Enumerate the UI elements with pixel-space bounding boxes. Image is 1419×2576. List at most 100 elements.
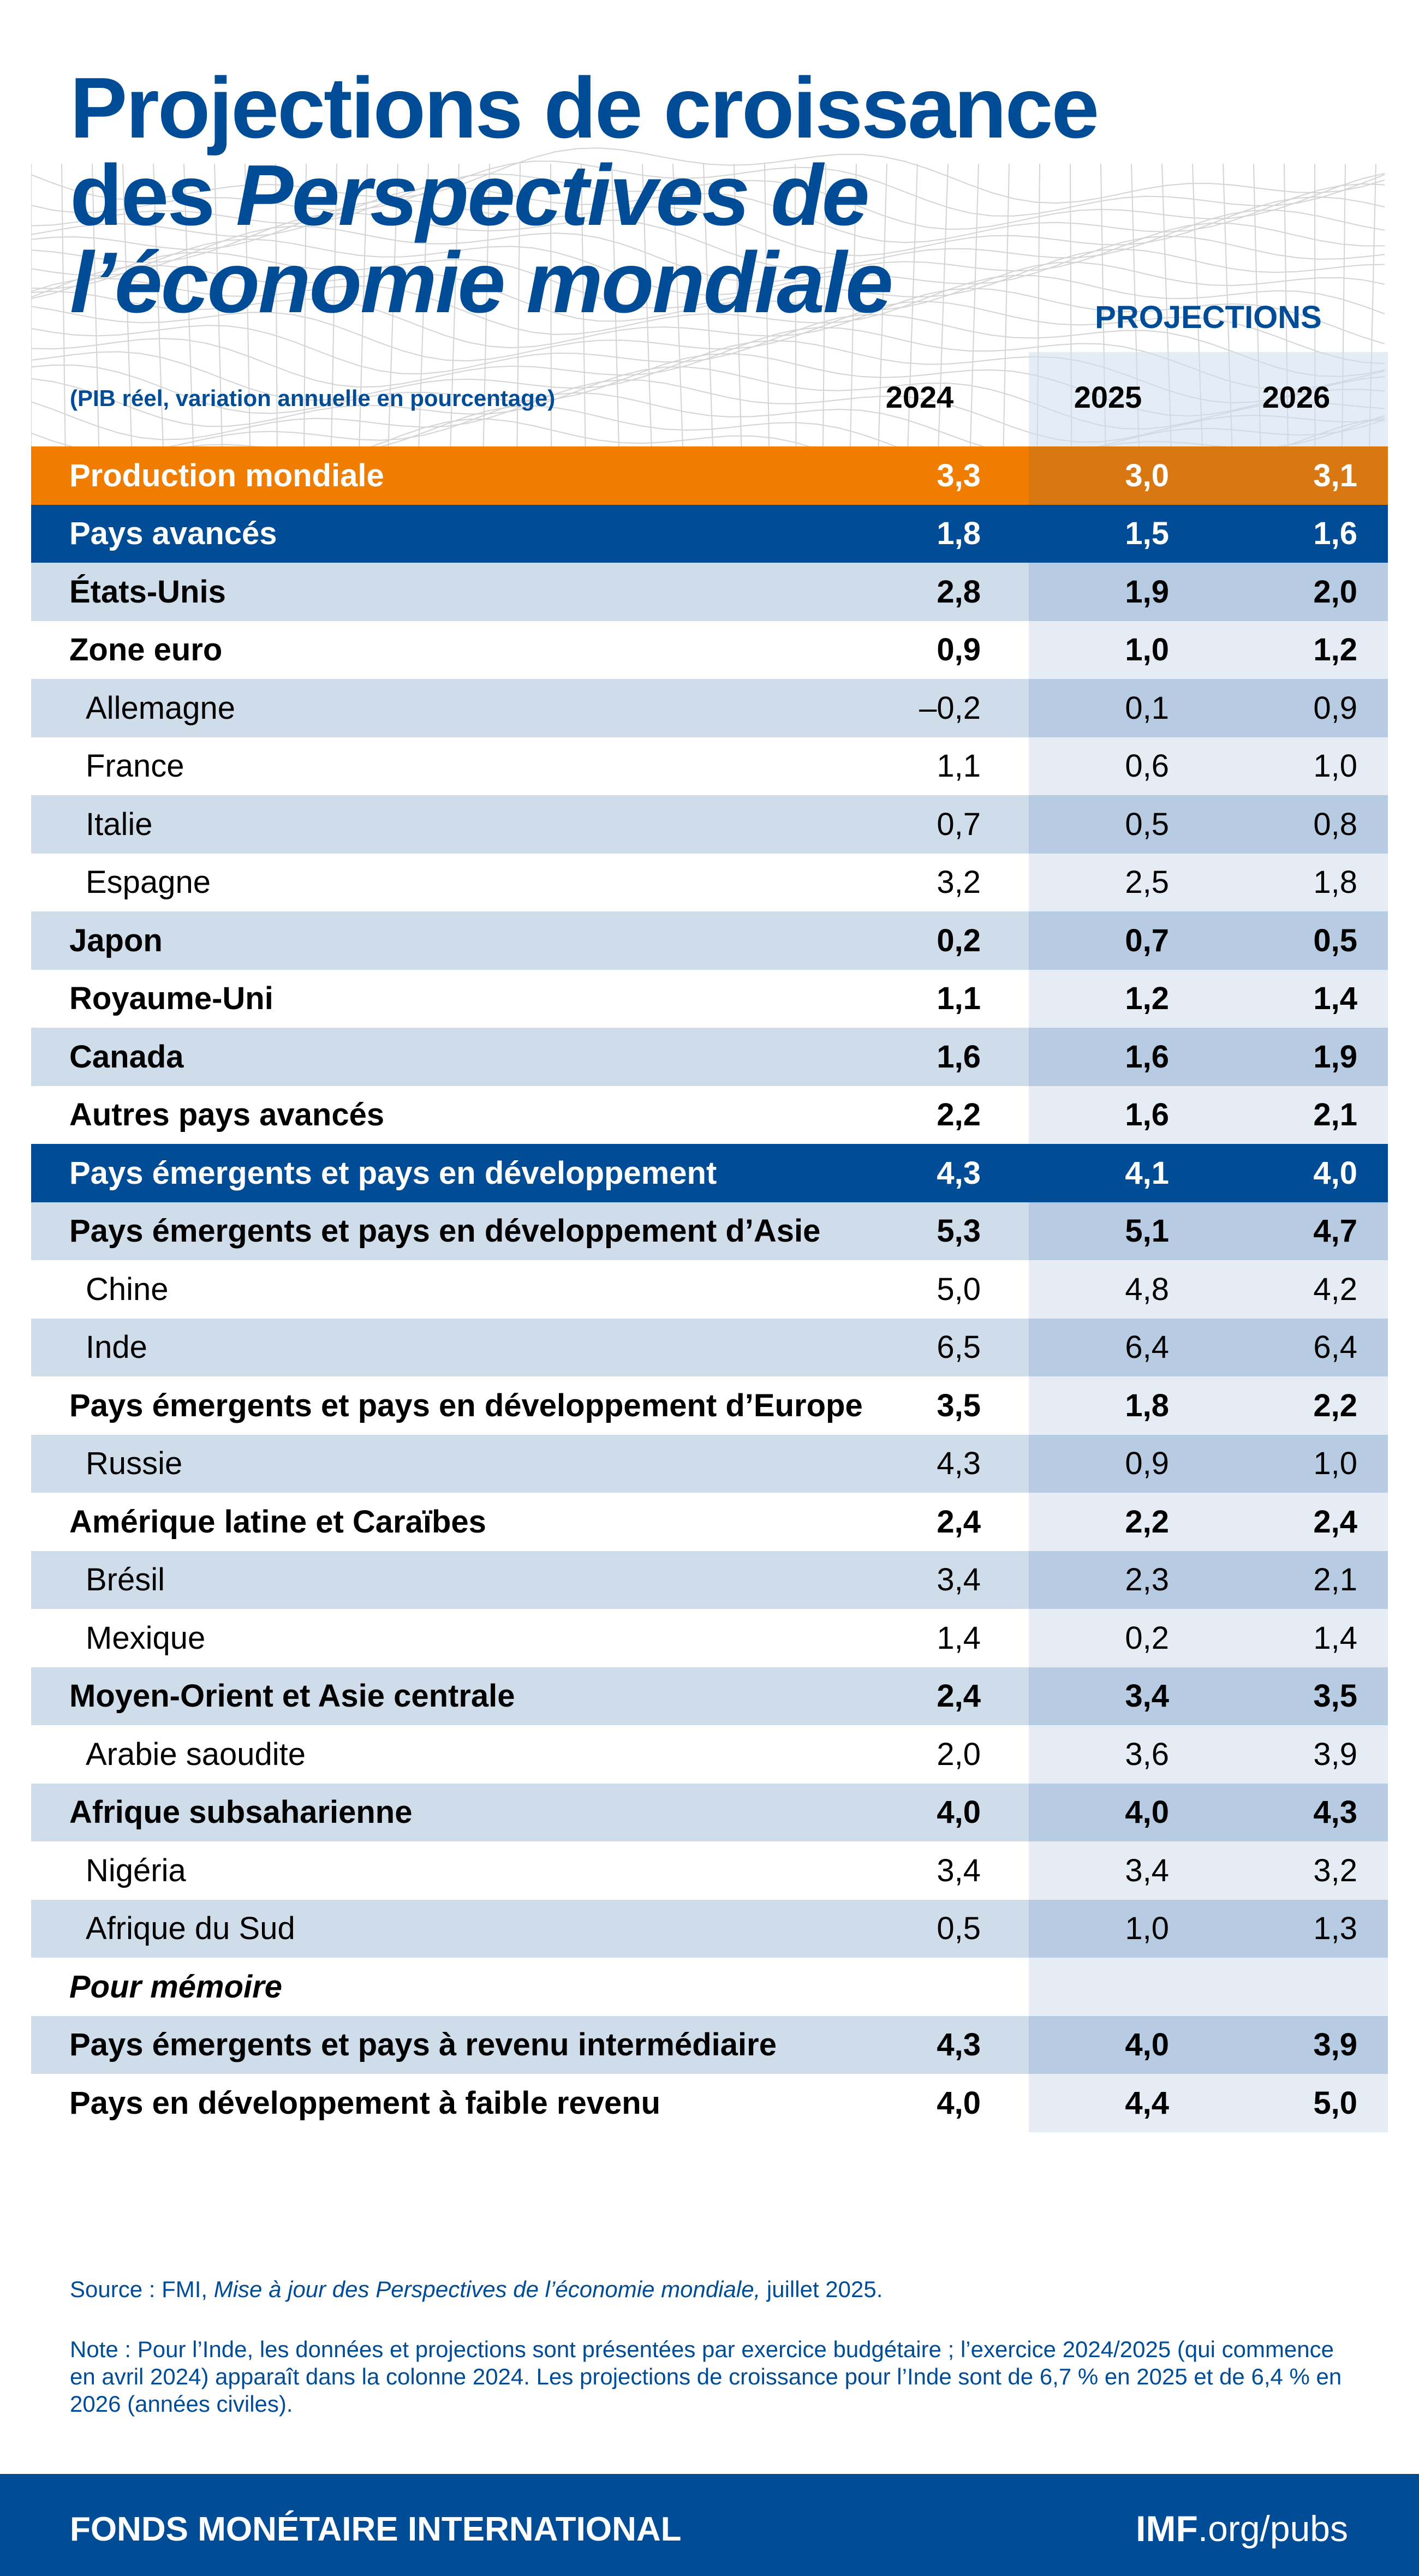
value-2026: 3,5 [1313, 1678, 1357, 1714]
row-label: Pays avancés [69, 516, 277, 552]
mesh-line [92, 163, 100, 448]
row-label: Afrique du Sud [86, 1911, 295, 1947]
value-2024: 2,4 [937, 1678, 981, 1714]
row-label: États-Unis [69, 574, 226, 610]
value-2026: 1,0 [1313, 748, 1357, 784]
source-title: Mise à jour des Perspectives de l’économ… [213, 2276, 761, 2302]
value-2024: 6,5 [937, 1329, 981, 1365]
value-2026: 4,3 [1313, 1794, 1357, 1830]
table-row: Pays émergents et pays en développement … [31, 1376, 1388, 1435]
table-row: France 1,1 0,6 1,0 [31, 737, 1388, 795]
projection-cell-bg [1029, 2016, 1388, 2074]
row-label: Pays émergents et pays à revenu interméd… [69, 2027, 777, 2063]
footer-url-link[interactable]: IMF.org/pubs [1136, 2508, 1348, 2549]
value-2024: 0,5 [937, 1911, 981, 1947]
value-2026: 3,9 [1313, 1736, 1357, 1772]
value-2025: 2,3 [1125, 1562, 1169, 1598]
row-label: Allemagne [86, 690, 236, 726]
value-2025: 0,7 [1125, 922, 1169, 958]
value-2026: 1,4 [1313, 1620, 1357, 1656]
mesh-line [31, 160, 1385, 217]
table-row: Pays avancés 1,8 1,5 1,6 [31, 504, 1388, 563]
mesh-line [969, 163, 979, 448]
mesh-line [482, 163, 490, 448]
value-2026: 2,1 [1313, 1097, 1357, 1133]
projection-cell-bg [1029, 1028, 1388, 1086]
row-label: Pays émergents et pays en développement … [69, 1387, 863, 1423]
projection-cell-bg [1029, 563, 1388, 621]
row-label: Espagne [86, 864, 211, 901]
value-2026: 5,0 [1313, 2085, 1357, 2121]
value-2026: 1,9 [1313, 1039, 1357, 1075]
row-label: Brésil [86, 1562, 165, 1598]
projection-cell-bg [1029, 1783, 1388, 1841]
mesh-line [31, 301, 1385, 364]
value-2024: 1,4 [937, 1620, 981, 1656]
mesh-line [31, 222, 1385, 283]
projection-cell-bg [1029, 1958, 1388, 2016]
row-label: Italie [86, 806, 153, 842]
table-row: Royaume-Uni 1,1 1,2 1,4 [31, 969, 1388, 1028]
projection-cell-bg [1029, 446, 1388, 505]
value-2025: 4,0 [1125, 1794, 1169, 1830]
mesh-line [214, 163, 223, 448]
value-2025: 3,6 [1125, 1736, 1169, 1772]
mesh-line [642, 163, 652, 448]
value-2024: 2,0 [937, 1736, 981, 1772]
column-header-2025: 2025 [1074, 380, 1142, 414]
projection-cell-bg [1029, 504, 1388, 563]
value-2026: 2,1 [1313, 1562, 1357, 1598]
value-2026: 1,3 [1313, 1911, 1357, 1947]
value-2024: 3,3 [937, 457, 981, 493]
table-row: Amérique latine et Caraïbes 2,4 2,2 2,4 [31, 1493, 1388, 1551]
value-2024: 5,0 [937, 1271, 981, 1307]
row-label: Arabie saoudite [86, 1736, 306, 1772]
table-row: Arabie saoudite 2,0 3,6 3,9 [31, 1725, 1388, 1784]
mesh-line [850, 163, 857, 448]
mesh-line [31, 288, 1385, 349]
value-2025: 0,1 [1125, 690, 1169, 726]
projection-column-header-bg [1029, 352, 1388, 446]
table-row: Autres pays avancés 2,2 1,6 2,1 [31, 1086, 1388, 1144]
projection-cell-bg [1029, 1841, 1388, 1900]
table-row: Pays en développement à faible revenu 4,0… [31, 2074, 1388, 2132]
value-2025: 1,5 [1125, 516, 1169, 552]
mesh-line [31, 314, 1385, 377]
value-2025: 5,1 [1125, 1213, 1169, 1249]
row-label: Pays émergents et pays en développement … [69, 1213, 821, 1249]
table-row: Nigéria 3,4 3,4 3,2 [31, 1841, 1388, 1900]
value-2025: 0,5 [1125, 806, 1169, 842]
row-label: Mexique [86, 1620, 206, 1656]
mesh-line [450, 163, 460, 448]
row-label: Russie [86, 1446, 183, 1482]
value-2024: 4,3 [937, 1155, 981, 1191]
table-row: Allemagne –0,2 0,1 0,9 [31, 679, 1388, 737]
value-2026: 1,4 [1313, 981, 1357, 1017]
value-2025: 0,9 [1125, 1446, 1169, 1482]
projection-cell-bg [1029, 1551, 1388, 1609]
value-2026: 4,7 [1313, 1213, 1357, 1249]
table-row: Inde 6,5 6,4 6,4 [31, 1318, 1388, 1376]
value-2024: 3,4 [937, 1852, 981, 1888]
value-2026: 2,2 [1313, 1387, 1357, 1423]
table-row: Zone euro 0,9 1,0 1,2 [31, 621, 1388, 679]
value-2025: 1,9 [1125, 574, 1169, 610]
value-2025: 1,6 [1125, 1039, 1169, 1075]
source-suffix: juillet 2025. [760, 2276, 883, 2302]
row-label: Pour mémoire [69, 1969, 282, 2005]
table-row: Canada 1,6 1,6 1,9 [31, 1028, 1388, 1086]
value-2024: 4,3 [937, 1446, 981, 1482]
value-2026: 3,9 [1313, 2027, 1357, 2063]
row-label: Japon [69, 922, 163, 958]
projection-cell-bg [1029, 2074, 1388, 2132]
mesh-line [367, 417, 1385, 448]
value-2025: 1,8 [1125, 1387, 1169, 1423]
value-2025: 3,0 [1125, 457, 1169, 493]
value-2024: 1,1 [937, 981, 981, 1017]
table-row: Italie 0,7 0,5 0,8 [31, 795, 1388, 854]
value-2024: 1,1 [937, 748, 981, 784]
value-2024: 0,2 [937, 922, 981, 958]
row-label: Chine [86, 1271, 169, 1307]
value-2024: 2,8 [937, 574, 981, 610]
mesh-line [31, 147, 1385, 204]
